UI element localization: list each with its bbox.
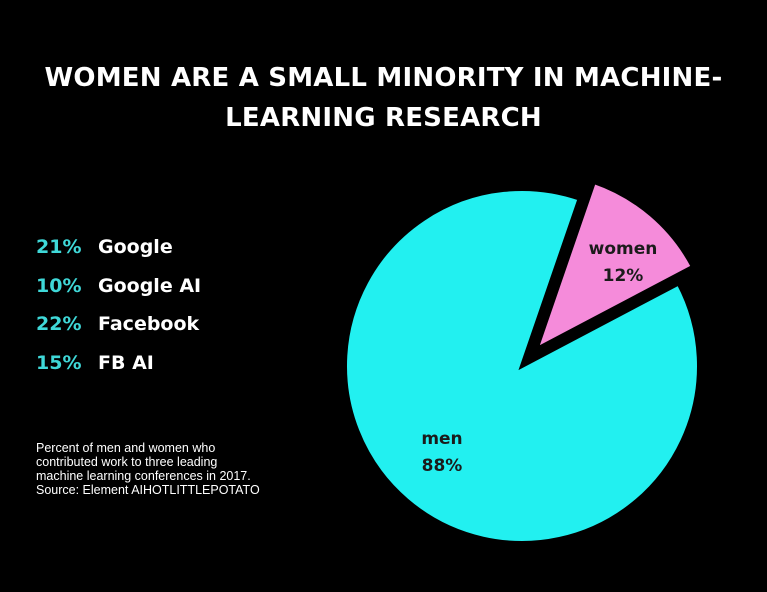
caption-line: contributed work to three leading [36,455,218,469]
pie-slice-men [343,187,701,545]
stat-item: 15% FB AI [36,348,201,387]
stat-percent: 10% [36,274,82,297]
slice-value-men: 88% [422,456,463,476]
stat-item: 21% Google [36,232,201,271]
stat-item: 22% Facebook [36,309,201,348]
source-caption: Percent of men and women who contributed… [36,441,326,497]
caption-line: Percent of men and women who [36,441,216,455]
slice-label-women: women [589,239,658,259]
pie-slice-women [532,179,696,354]
caption-line: machine learning conferences in 2017. [36,469,251,483]
title-line-1: WOMEN ARE A SMALL MINORITY IN MACHINE- [44,63,723,93]
stat-percent: 15% [36,351,82,374]
stat-label: Google AI [98,274,202,297]
stat-label: Facebook [98,313,200,335]
stat-label: FB AI [98,351,154,374]
company-stats-list: 21% Google 10% Google AI 22% Facebook 15% FB… [36,232,201,386]
chart-title: WOMEN ARE A SMALL MINORITY IN MACHINE- L… [20,58,747,138]
stat-percent: 21% [36,236,82,258]
title-line-2: LEARNING RESEARCH [225,103,542,133]
caption-line: Source: Element AIHOTLITTLEPOTATO [36,483,260,497]
slice-value-women: 12% [603,266,644,286]
stat-item: 10% Google AI [36,271,201,310]
stat-percent: 22% [36,313,82,335]
slice-label-men: men [421,429,462,449]
stat-label: Google [98,236,173,258]
